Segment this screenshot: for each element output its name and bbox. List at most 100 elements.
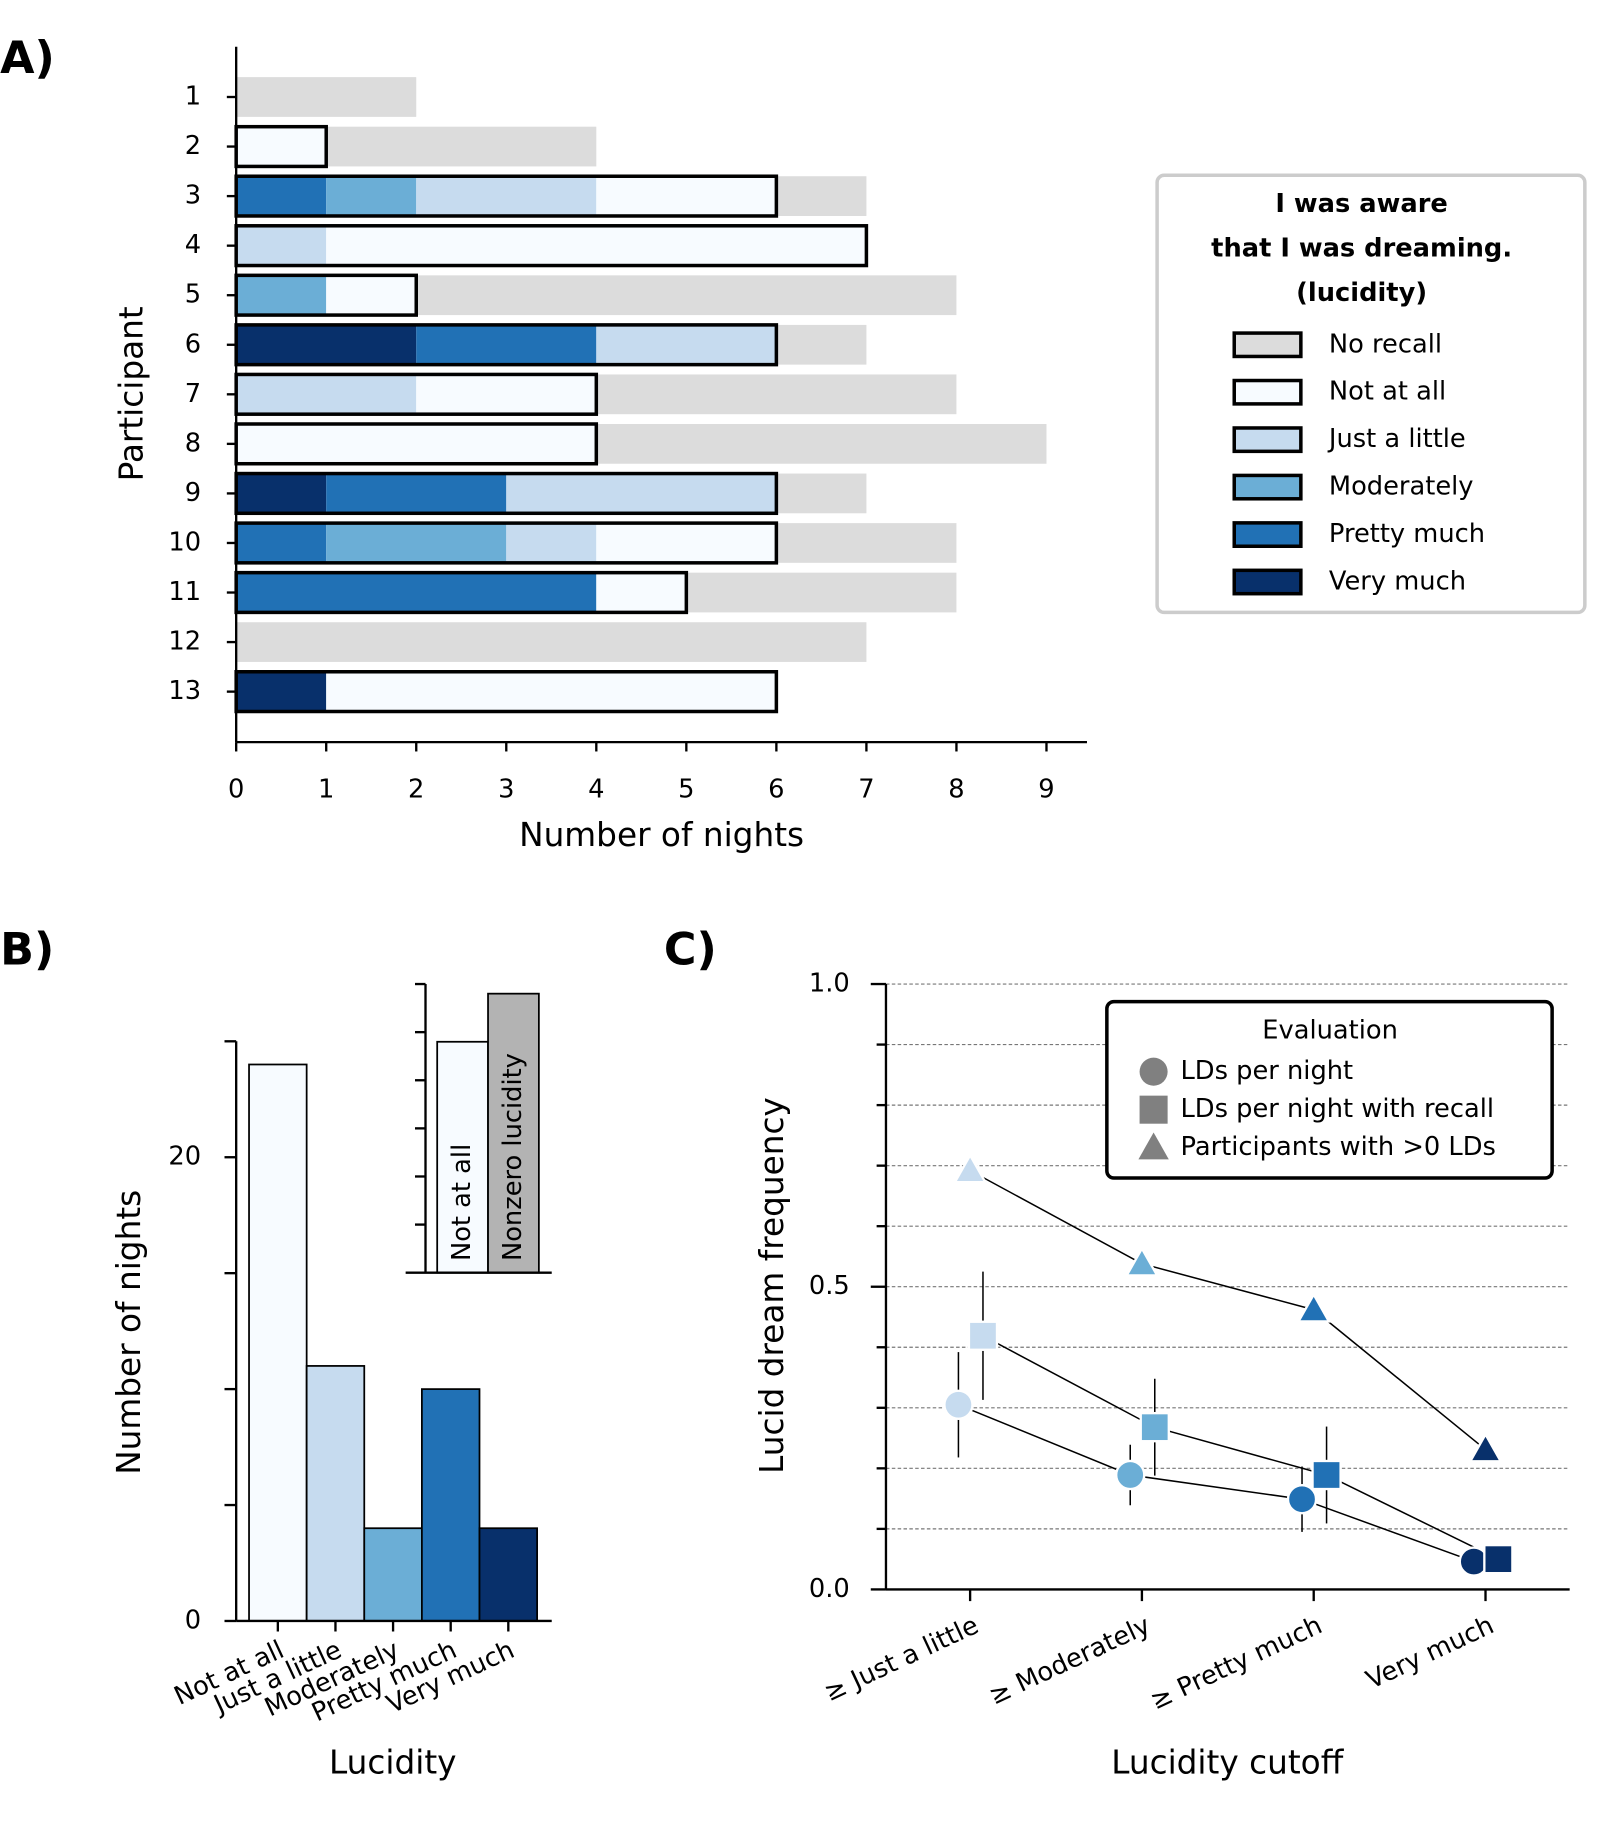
x-tick-label: 7 [858,775,874,805]
legend-label: No recall [1329,329,1442,359]
legend-label: LDs per night with recall [1180,1094,1494,1124]
legend-label: Not at all [1329,377,1446,407]
y-tick-label: 9 [185,478,201,508]
x-tick-label: ≥ Pretty much [1146,1610,1327,1716]
legend-label: Just a little [1327,424,1466,454]
y-axis-label: Number of nights [110,1190,148,1475]
y-tick-label: 0.5 [809,1271,850,1301]
x-tick-label: 8 [948,775,964,805]
y-tick-label: 2 [185,131,201,161]
bar-segment [236,225,327,266]
legend-box [1155,173,1587,615]
bar-segment [596,324,777,365]
bar-segment [416,275,957,316]
series-line [969,1169,1486,1451]
legend-label: Very much [1329,567,1466,597]
y-tick-label: 10 [168,527,201,557]
bar-segment [686,572,957,613]
bar-segment [326,176,417,216]
x-tick-label: 4 [588,775,604,805]
bar-segment [596,572,687,613]
y-tick-label: 6 [185,329,201,359]
data-point [1124,1246,1160,1277]
x-axis-label: Lucidity cutoff [1111,1744,1344,1782]
x-tick-label: 9 [1038,775,1054,805]
bar-segment [236,424,597,464]
bar-segment [776,324,867,365]
data-point [1311,1459,1342,1491]
data-point [1296,1292,1331,1323]
y-axis-label: Participant [112,306,150,481]
legend-label: LDs per night [1180,1056,1353,1086]
bar-segment [506,523,597,563]
y-tick-label: 11 [168,577,201,607]
data-point [952,1152,988,1184]
legend-label: Moderately [1329,472,1474,502]
data-point [943,1389,974,1420]
bar [487,992,540,1274]
bar-segment [236,572,597,613]
bar [436,1040,489,1274]
bar-segment [776,473,867,514]
bar-segment [236,275,327,316]
data-point [1286,1484,1318,1515]
legend-marker [1139,1057,1168,1086]
bar [305,1365,366,1622]
x-axis-label: Lucidity [329,1744,457,1782]
legend-label: Participants with >0 LDs [1180,1132,1495,1162]
legend-title: I was aware [1275,189,1447,219]
x-axis-label: Number of nights [519,816,804,854]
data-point [1483,1543,1514,1575]
x-tick-label: 5 [678,775,694,805]
y-tick-label: 1 [185,82,201,112]
y-tick-label: 4 [185,230,201,260]
bar-segment [776,523,957,563]
y-tick-label: 20 [168,1142,201,1172]
bar-segment [416,176,597,216]
y-tick-label: 0.0 [809,1574,850,1604]
series-line [982,1335,1499,1560]
x-tick-label: ≥ Just a little [820,1610,984,1708]
bar-segment [506,473,777,514]
legend-title: Evaluation [1262,1015,1398,1045]
bar-label: Not at all [447,1144,477,1261]
legend-label: Pretty much [1329,519,1485,549]
bar-segment [236,126,327,167]
panel-label: B) [0,924,54,975]
bar-segment [416,324,597,365]
bar-segment [236,473,327,514]
x-tick-label: 0 [228,775,244,805]
bar-segment [236,671,327,712]
y-tick-label: 13 [168,676,201,706]
bar-segment [596,374,957,415]
legend-title: (lucidity) [1296,278,1427,308]
legend-marker [1232,521,1303,548]
bar-segment [596,424,1047,464]
x-tick-label: 3 [498,775,514,805]
bar-segment [326,473,507,514]
panel-label: C) [664,924,717,975]
bar-segment [776,176,867,216]
bar [363,1527,423,1622]
legend-marker [1232,378,1303,406]
legend-marker [1232,426,1303,454]
bar [248,1063,308,1622]
y-tick-label: 3 [185,181,201,211]
y-tick-label: 7 [185,379,201,409]
bar-segment [236,77,417,117]
y-tick-label: 8 [185,428,201,458]
panel-label: A) [0,33,55,84]
y-axis-label: Lucid dream frequency [753,1097,791,1474]
x-tick-label: ≥ Moderately [984,1610,1155,1711]
bar-segment [326,225,867,266]
legend-marker [1232,331,1303,359]
data-point [1468,1432,1503,1463]
bar [478,1527,538,1622]
x-tick-label: 6 [768,775,784,805]
bar-segment [326,523,507,563]
x-tick-label: 2 [408,775,424,805]
legend-box [1105,999,1554,1180]
legend-marker [1138,1132,1169,1160]
legend-title: that I was dreaming. [1211,233,1512,263]
